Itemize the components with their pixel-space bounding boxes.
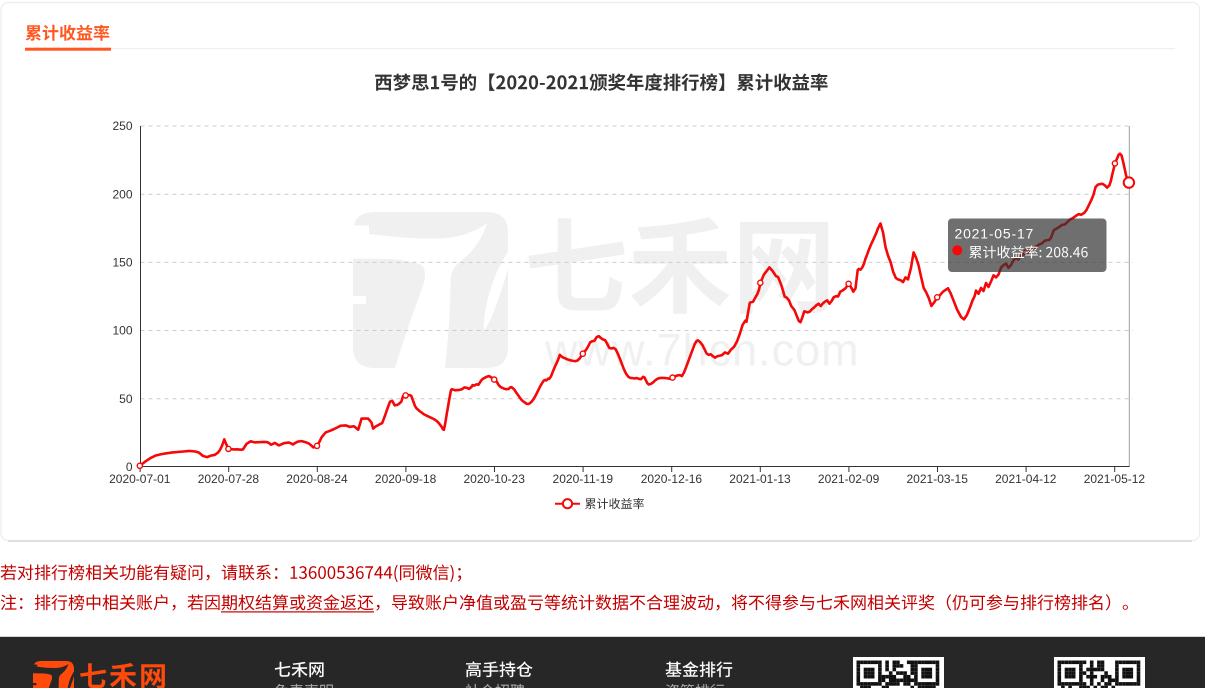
svg-text:0: 0 [126, 460, 133, 474]
svg-text:150: 150 [112, 256, 132, 270]
svg-text:2021-01-13: 2021-01-13 [729, 472, 791, 486]
svg-text:50: 50 [119, 392, 133, 406]
svg-text:2020-09-18: 2020-09-18 [375, 472, 437, 486]
svg-text:2020-08-24: 2020-08-24 [286, 472, 348, 486]
svg-text:250: 250 [112, 119, 132, 133]
svg-text:2020-07-28: 2020-07-28 [198, 472, 260, 486]
svg-text:2021-03-15: 2021-03-15 [907, 472, 969, 486]
svg-text:2021-05-17: 2021-05-17 [955, 225, 1035, 241]
svg-text:2021-04-12: 2021-04-12 [995, 472, 1057, 486]
svg-text:100: 100 [112, 324, 132, 338]
svg-text:2020-07-01: 2020-07-01 [109, 472, 171, 486]
svg-text:2020-10-23: 2020-10-23 [464, 472, 526, 486]
svg-text:www.7hcn.com: www.7hcn.com [544, 325, 860, 376]
svg-text:2021-05-12: 2021-05-12 [1084, 472, 1146, 486]
svg-text:2020-11-19: 2020-11-19 [553, 472, 614, 486]
svg-text:2021-02-09: 2021-02-09 [818, 472, 880, 486]
svg-text:200: 200 [112, 187, 132, 201]
svg-text:2020-12-16: 2020-12-16 [641, 472, 703, 486]
